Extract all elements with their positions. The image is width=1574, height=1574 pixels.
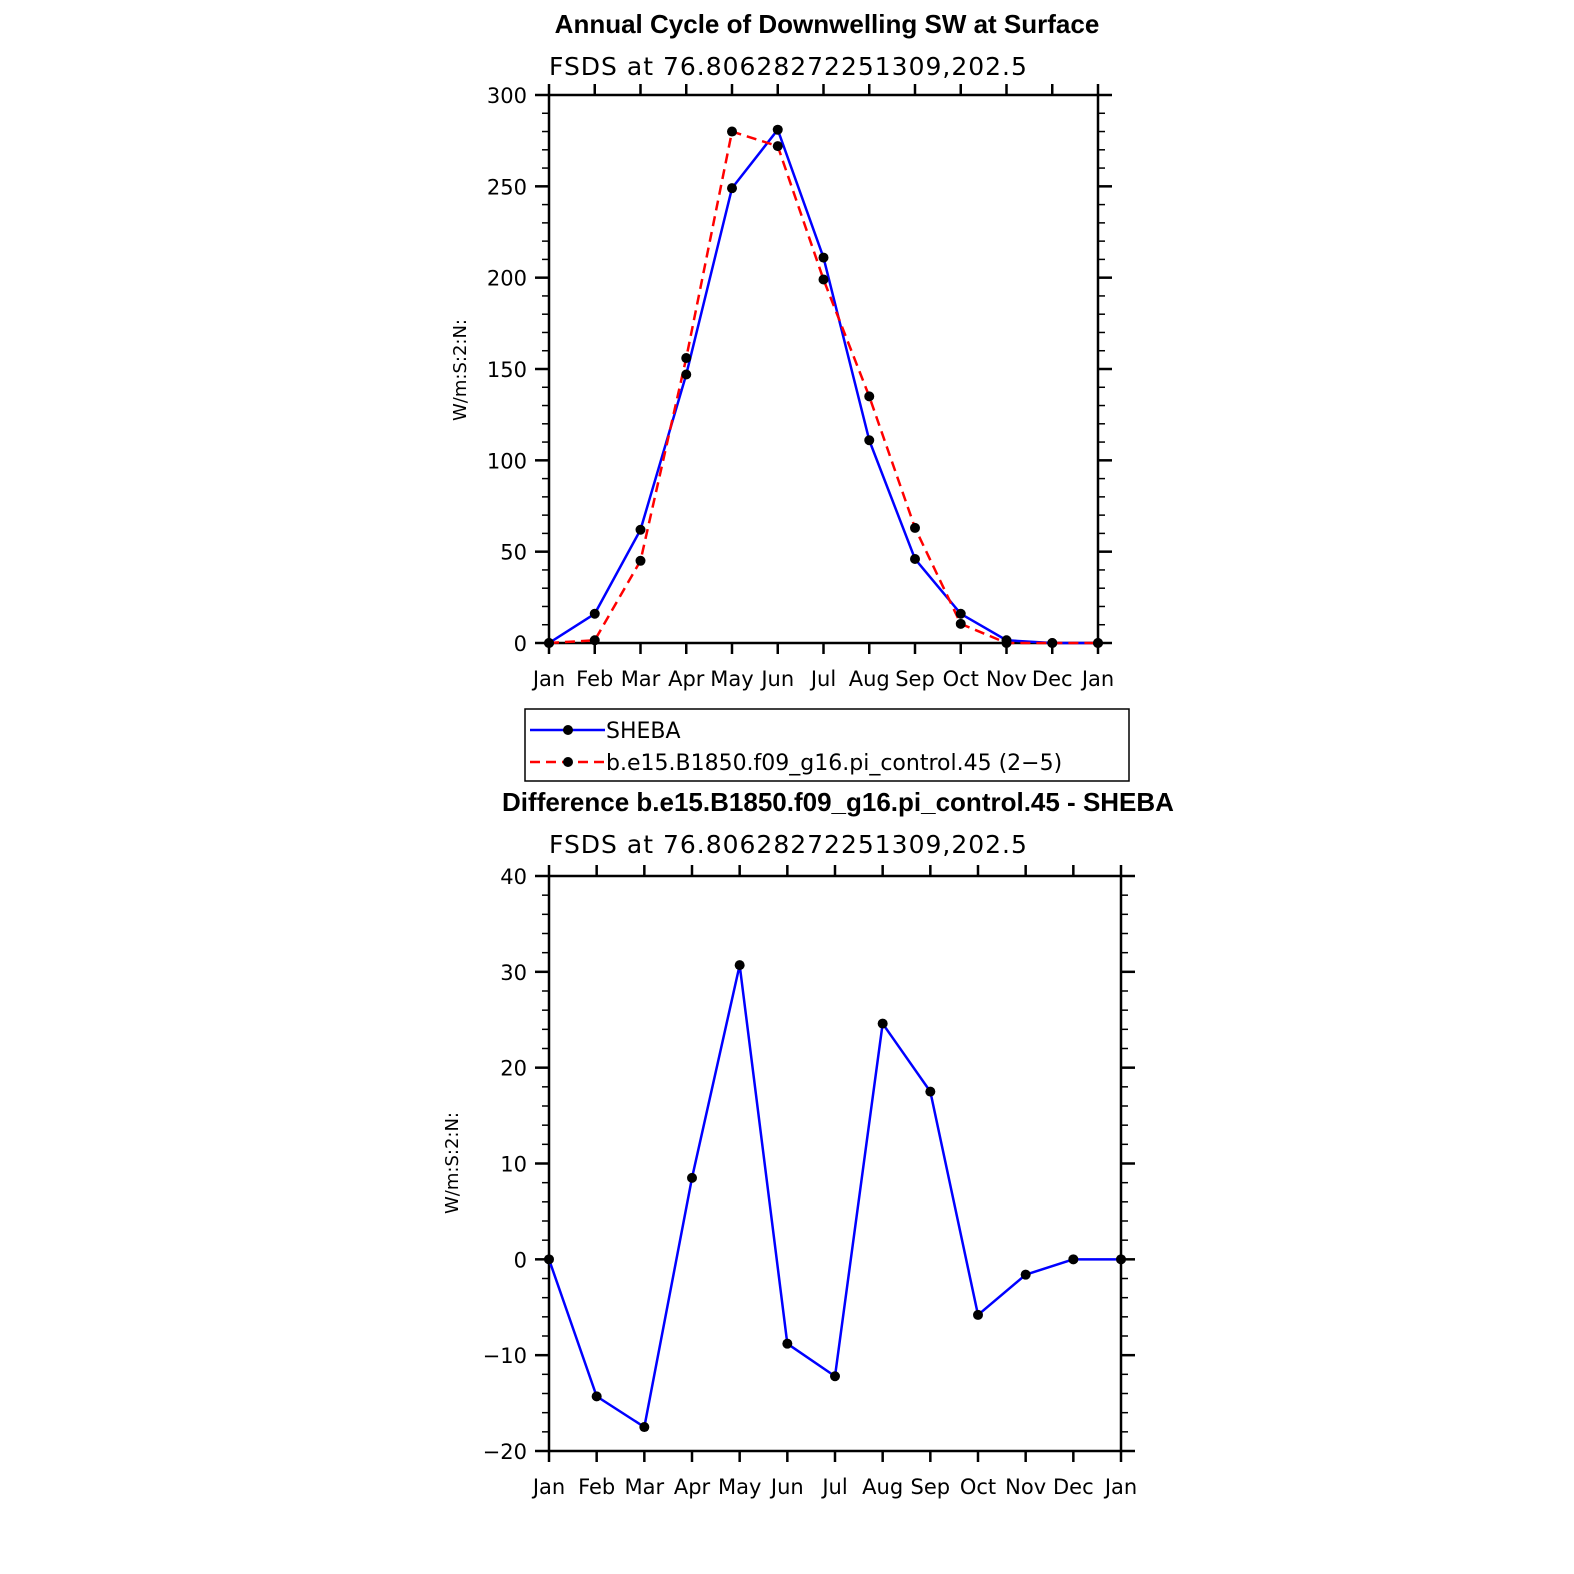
bottom-series-0-point <box>1068 1254 1079 1265</box>
top-y-tick-label: 50 <box>500 541 527 565</box>
bottom-x-tick-label: Aug <box>862 1475 903 1499</box>
top-series-1-line <box>548 130 1098 645</box>
legend-box <box>524 708 1130 782</box>
top-y-tick-label: 300 <box>487 84 527 108</box>
bottom-y-tick-label: 20 <box>500 1057 527 1081</box>
top-x-tick-label: Sep <box>895 667 935 691</box>
top-series-1-point <box>1001 638 1012 648</box>
bottom-chart-subtitle: FSDS at 76.80628272251309,202.5 <box>549 830 1028 859</box>
top-series-0-point <box>635 524 646 535</box>
bottom-series-0-point <box>925 1086 936 1097</box>
top-x-tick-label: Jun <box>759 667 794 691</box>
bottom-x-tick-label: Jan <box>1103 1475 1137 1499</box>
bottom-chart-y-axis-label: W/m:S:2:N: <box>442 1112 463 1214</box>
top-series-1-point <box>864 391 875 402</box>
bottom-x-tick-label: Dec <box>1053 1475 1094 1499</box>
top-chart-y-axis-label: W/m:S:2:N: <box>450 319 471 421</box>
top-x-tick-label: Mar <box>621 667 661 691</box>
top-series-1-point <box>955 618 966 629</box>
top-x-tick-label: Aug <box>849 667 890 691</box>
top-plot-area: Jan Feb Mar Apr May Jun Jul Aug Sep Oct Nov Dec Jan0… <box>487 84 1114 691</box>
bottom-x-tick-label: Feb <box>578 1475 615 1499</box>
bottom-series-0-line <box>547 963 1121 1429</box>
bottom-x-tick-label: Jul <box>820 1475 847 1499</box>
top-series-0-point <box>818 252 829 263</box>
top-x-tick-label: Nov <box>986 667 1027 691</box>
bottom-x-tick-label: Apr <box>674 1475 711 1499</box>
legend-marker-sheba <box>563 725 573 735</box>
bottom-series-0-point <box>1020 1269 1031 1280</box>
top-x-tick-label: Jan <box>1080 667 1114 691</box>
bottom-y-tick-label: 30 <box>500 961 527 985</box>
top-y-tick-label: 0 <box>514 632 527 656</box>
bottom-x-tick-label: Nov <box>1005 1475 1046 1499</box>
bottom-plot-area: Jan Feb Mar Apr May Jun Jul Aug Sep Oct Nov Dec Jan−… <box>483 865 1137 1499</box>
bottom-y-tick-label: 40 <box>500 865 527 889</box>
bottom-series-0-point <box>830 1371 840 1382</box>
bottom-chart-title: Difference b.e15.B1850.f09_g16.pi_contro… <box>502 787 1174 817</box>
top-y-tick-label: 250 <box>487 175 527 199</box>
top-series-1-point <box>1093 638 1103 648</box>
top-series-0-point <box>727 183 737 194</box>
top-series-1-point <box>818 274 829 285</box>
top-series-0-point <box>864 435 875 446</box>
top-y-tick-label: 150 <box>487 358 527 382</box>
top-series-0-point <box>681 369 692 380</box>
bottom-x-tick-label: Jan <box>531 1475 565 1499</box>
top-series-1-point <box>681 353 692 364</box>
bottom-series-0-point <box>639 1422 650 1433</box>
top-y-tick-label: 200 <box>487 267 527 291</box>
bottom-x-tick-label: May <box>718 1475 761 1499</box>
bottom-y-tick-label: −10 <box>483 1344 527 1368</box>
top-plot-frame <box>547 93 1100 645</box>
top-series-1-point <box>589 635 600 646</box>
bottom-y-tick-label: 10 <box>500 1153 527 1177</box>
bottom-x-tick-label: Oct <box>960 1475 996 1499</box>
bottom-series-0-point <box>734 960 745 971</box>
top-x-tick-label: Jan <box>531 667 565 691</box>
top-x-tick-label: Feb <box>576 667 613 691</box>
top-series-0-point <box>772 124 783 135</box>
bottom-y-tick-label: −20 <box>483 1440 527 1464</box>
bottom-series-0-point <box>687 1172 697 1183</box>
top-series-0-point <box>589 608 600 619</box>
top-series-0-point <box>955 608 966 619</box>
top-x-tick-label: Jul <box>809 667 836 691</box>
top-x-tick-label: Apr <box>668 667 705 691</box>
legend-label-model: b.e15.B1850.f09_g16.pi_control.45 (2−5) <box>606 751 1062 776</box>
bottom-series-0-point <box>973 1309 983 1320</box>
bottom-series-0-point <box>877 1018 888 1029</box>
legend: SHEBA b.e15.B1850.f09_g16.pi_control.45 … <box>524 708 1130 782</box>
bottom-series-0-point <box>544 1254 554 1265</box>
top-series-0-point <box>910 553 920 564</box>
top-series-1-point <box>635 555 646 566</box>
top-series-1-point <box>544 638 554 648</box>
bottom-x-tick-label: Mar <box>625 1475 665 1499</box>
top-series-0-line <box>548 128 1098 645</box>
top-series-1-point <box>727 126 737 137</box>
bottom-plot-frame <box>547 874 1123 1453</box>
top-series-1-point <box>772 141 783 152</box>
bottom-series-0-point <box>591 1391 602 1402</box>
top-x-tick-label: Oct <box>943 667 979 691</box>
top-series-1-point <box>910 522 920 533</box>
bottom-x-tick-label: Sep <box>911 1475 951 1499</box>
top-x-tick-label: May <box>710 667 753 691</box>
bottom-series-0-point <box>782 1338 793 1349</box>
bottom-y-tick-label: 0 <box>514 1248 527 1272</box>
top-chart-title: Annual Cycle of Downwelling SW at Surfac… <box>555 9 1100 39</box>
bottom-x-tick-label: Jun <box>769 1475 804 1499</box>
top-chart-subtitle: FSDS at 76.80628272251309,202.5 <box>549 52 1028 81</box>
bottom-series-0-point <box>1116 1254 1126 1265</box>
top-series-1-point <box>1047 638 1058 648</box>
legend-label-sheba: SHEBA <box>606 719 681 744</box>
top-x-tick-label: Dec <box>1032 667 1073 691</box>
top-y-tick-label: 100 <box>487 449 527 473</box>
legend-marker-model <box>563 757 573 767</box>
